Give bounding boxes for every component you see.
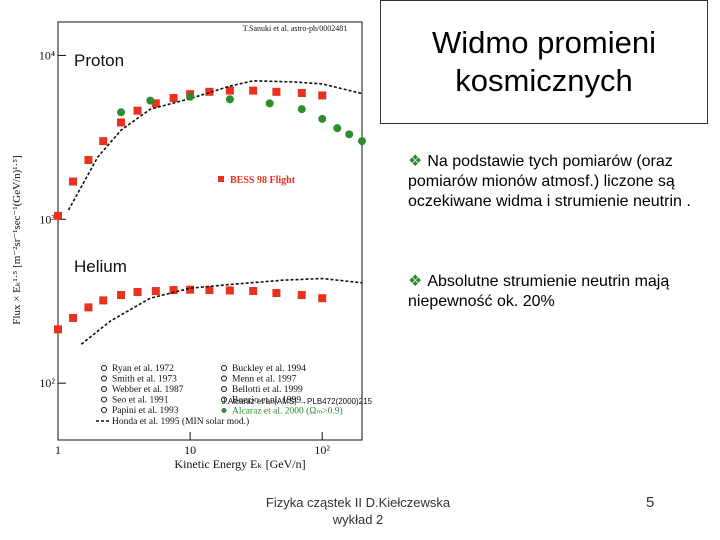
legend-marker <box>221 386 227 392</box>
data-point <box>249 86 258 95</box>
data-point <box>117 108 126 117</box>
data-point <box>318 91 327 100</box>
y-tick-label: 10³ <box>39 212 55 226</box>
y-axis-label: Flux × Eₖ¹·⁵ [m⁻²sr⁻¹sec⁻¹(GeV/n)¹·⁵] <box>11 155 23 324</box>
data-point <box>54 325 62 334</box>
footer: Fizyka cząstek II D.Kiełczewska wykład 2 <box>265 495 451 527</box>
data-point <box>99 296 108 305</box>
data-point <box>272 87 281 96</box>
data-point <box>205 87 214 96</box>
legend-marker <box>221 365 227 371</box>
data-point <box>318 294 327 303</box>
data-point <box>225 95 234 104</box>
bullet-text: Absolutne strumienie neutrin mają niepew… <box>408 273 670 310</box>
legend-marker <box>101 386 107 392</box>
bullet-text: Na podstawie tych pomiarów (oraz pomiaró… <box>408 153 691 210</box>
data-point <box>133 288 142 297</box>
data-point <box>54 211 62 220</box>
legend-marker <box>101 396 107 403</box>
bullet: ❖ Na podstawie tych pomiarów (oraz pomiar… <box>408 152 718 212</box>
data-point <box>265 99 274 108</box>
panel-label: Proton <box>74 51 124 70</box>
legend-marker <box>101 407 107 413</box>
data-point <box>205 286 214 295</box>
slide-title: Widmo promieni kosmicznych <box>380 0 708 124</box>
data-point <box>297 291 306 300</box>
legend-marker <box>221 408 227 413</box>
plot-frame <box>57 21 363 441</box>
data-point <box>272 289 281 298</box>
data-point <box>84 156 93 165</box>
page-number: 5 <box>646 494 655 511</box>
data-point <box>358 137 366 146</box>
legend-label: Bellotti et al. 1999 <box>232 385 303 395</box>
data-point <box>169 93 178 102</box>
legend-label: Honda et al. 1995 (MIN solar mod.) <box>112 416 249 427</box>
data-point <box>151 99 160 108</box>
data-point <box>117 291 126 300</box>
data-point <box>225 286 234 295</box>
legend-marker <box>101 365 107 371</box>
legend-label: Smith et al. 1973 <box>112 375 177 385</box>
legend-marker <box>221 375 227 382</box>
data-point <box>99 137 108 146</box>
data-point <box>186 285 195 294</box>
x-axis-label: Kinetic Energy Eₖ [GeV/n] <box>174 457 305 471</box>
data-point <box>249 287 258 296</box>
data-point <box>69 177 78 186</box>
x-tick-label: 10² <box>314 443 330 457</box>
legend-marker <box>221 396 227 403</box>
data-point <box>345 130 354 139</box>
legend-label: Alcaraz et al. 2000 (Ωₘ>0.9) <box>232 406 343 417</box>
source-label: T.Sanuki et al. astro-ph/0002481 <box>243 24 348 33</box>
y-tick-label: 10⁴ <box>39 48 55 62</box>
legend-label: Webber et al. 1987 <box>112 385 184 395</box>
data-point <box>133 106 142 115</box>
data-point <box>297 88 306 97</box>
data-point <box>186 92 195 101</box>
model-curve <box>67 79 363 211</box>
data-point <box>169 286 178 295</box>
data-point <box>84 303 93 312</box>
data-point <box>333 124 342 133</box>
annotation: J.Alcaraz et al.(AMS) →PLB472(2000)215 <box>222 397 372 406</box>
legend-label: Boezio et al. 1999 <box>232 396 301 406</box>
data-point <box>117 118 126 127</box>
legend-label: BESS 98 Flight <box>230 175 296 186</box>
data-point <box>69 313 78 322</box>
legend-label: Menn et al. 1997 <box>232 375 297 385</box>
data-point <box>151 287 160 296</box>
x-tick-label: 10 <box>184 443 196 457</box>
data-point <box>146 96 155 105</box>
panel-label: Helium <box>74 257 127 276</box>
data-point <box>297 105 306 114</box>
model-curve <box>80 277 363 345</box>
legend-marker <box>101 375 107 382</box>
figure: T.Sanuki et al. astro-ph/0002481 Flux × … <box>11 21 372 471</box>
legend-swatch <box>218 176 224 182</box>
legend-label: Seo et al. 1991 <box>112 396 169 406</box>
legend-label: Buckley et al. 1994 <box>232 364 306 374</box>
bullet: ❖ Absolutne strumienie neutrin mają niepe… <box>408 272 718 312</box>
bullet-symbol: ❖ <box>408 153 423 170</box>
data-point <box>318 114 327 123</box>
data-point <box>225 86 234 95</box>
bullet-symbol: ❖ <box>408 273 423 290</box>
x-tick-label: 1 <box>55 443 61 457</box>
y-tick-label: 10² <box>39 376 55 390</box>
legend-label: Papini et al. 1993 <box>112 406 179 416</box>
legend-label: Ryan et al. 1972 <box>112 364 174 374</box>
